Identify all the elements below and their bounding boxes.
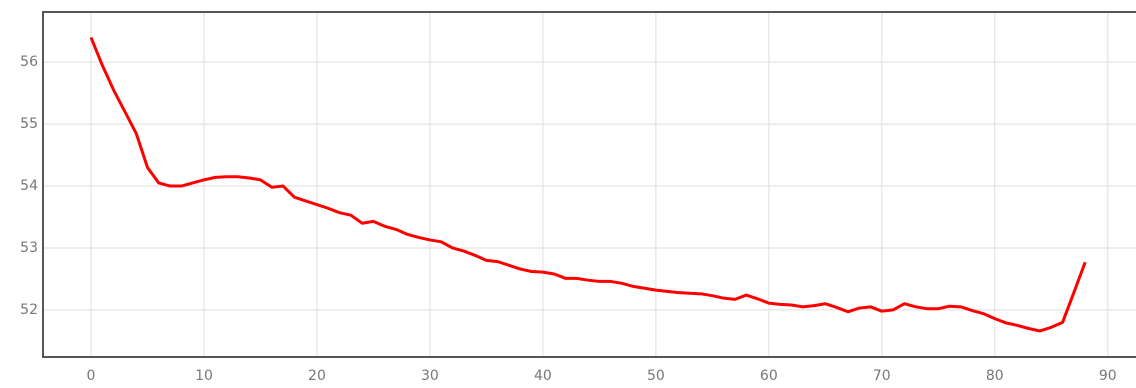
y-tick-label: 54	[20, 178, 38, 194]
plot-frame	[42, 11, 1136, 358]
y-tick-label: 53	[20, 240, 38, 256]
x-tick-label: 20	[308, 368, 326, 384]
x-tick-label: 60	[760, 368, 778, 384]
x-tick-label: 0	[87, 368, 96, 384]
x-tick-label: 90	[1099, 368, 1117, 384]
x-tick-label: 80	[986, 368, 1004, 384]
x-tick-label: 30	[421, 368, 439, 384]
y-tick-label: 55	[20, 116, 38, 132]
data-line	[89, 36, 1087, 333]
x-tick-label: 70	[873, 368, 891, 384]
y-tick-label: 56	[20, 54, 38, 70]
x-tick-label: 50	[647, 368, 665, 384]
y-tick-label: 52	[20, 302, 38, 318]
x-tick-label: 10	[195, 368, 213, 384]
x-tick-label: 40	[534, 368, 552, 384]
